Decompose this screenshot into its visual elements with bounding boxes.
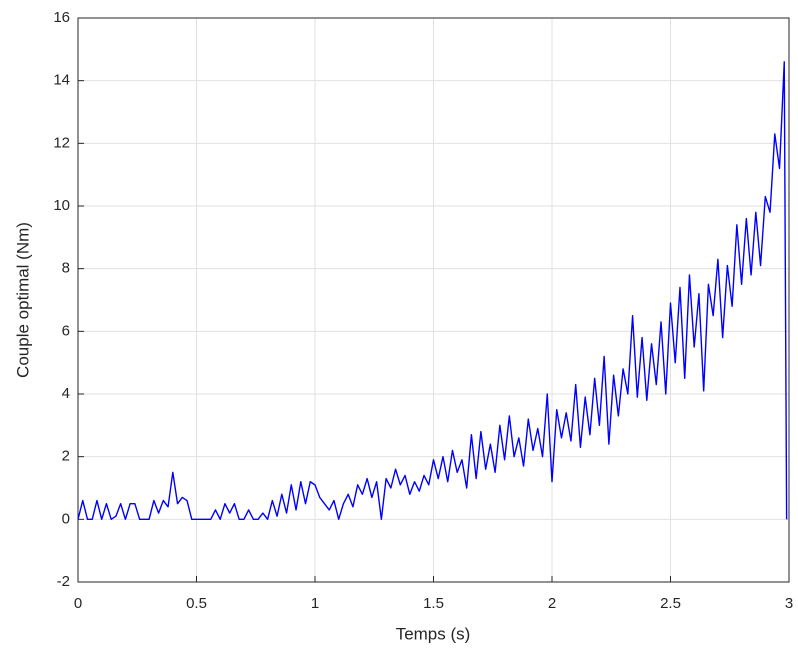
y-tick-label: 4 [62,385,70,402]
x-tick-label: 3 [785,595,793,612]
x-tick-label: 0.5 [186,595,207,612]
axes-box [77,17,790,583]
x-axis-label: Temps (s) [396,624,471,643]
y-tick-label: 8 [62,260,70,277]
y-tick-label: 10 [53,197,70,214]
x-tick-label: 1 [311,595,319,612]
x-tick-label: 2.5 [660,595,681,612]
y-tick-label: 12 [53,134,70,151]
y-axis-label: Couple optimal (Nm) [13,222,32,378]
y-tick-label: -2 [57,573,70,590]
x-tick-label: 1.5 [423,595,444,612]
y-tick-label: 14 [53,72,70,89]
y-tick-label: 2 [62,448,70,465]
y-tick-label: 0 [62,510,70,527]
x-tick-label: 2 [548,595,556,612]
x-tick-label: 0 [74,595,82,612]
y-tick-label: 16 [53,9,70,26]
data-line [77,61,788,521]
y-tick-label: 6 [62,322,70,339]
